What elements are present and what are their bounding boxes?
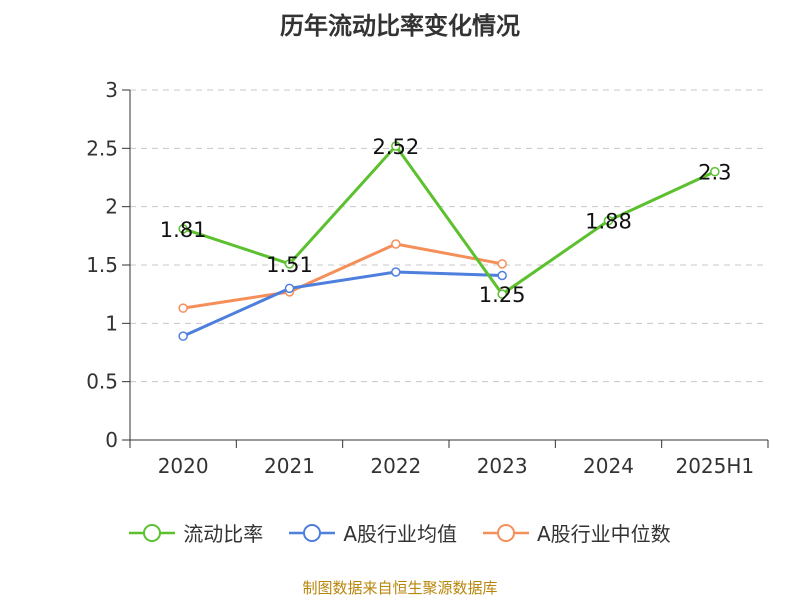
x-tick-label: 2021 (264, 454, 315, 478)
series-line-1 (182, 270, 503, 338)
data-point (178, 331, 188, 341)
data-label: 2.3 (698, 161, 731, 185)
legend-swatch-current-ratio (129, 523, 176, 542)
data-point (391, 267, 401, 277)
x-tick-label: 2024 (583, 454, 634, 478)
data-point (710, 166, 720, 177)
data-label: 1.25 (479, 283, 526, 307)
data-point (497, 270, 507, 281)
y-tick-label: 0 (105, 428, 118, 452)
y-tick-label: 1.5 (86, 253, 118, 277)
legend-item-current-ratio[interactable]: 流动比率 (129, 518, 263, 547)
x-tick-label: 2020 (158, 454, 209, 478)
legend-label-industry-median: A股行业中位数 (537, 522, 671, 546)
data-point (178, 303, 188, 313)
legend-item-industry-mean[interactable]: A股行业均值 (289, 518, 457, 547)
data-label: 1.51 (266, 253, 313, 277)
series-line-0 (182, 144, 716, 296)
source-note: 制图数据来自恒生聚源数据库 (302, 579, 498, 597)
data-label: 1.81 (160, 218, 207, 242)
data-point (497, 259, 507, 269)
chart-title: 历年流动比率变化情况 (280, 12, 520, 40)
legend-swatch-industry-mean (289, 523, 336, 542)
y-tick-label: 3 (105, 78, 118, 102)
data-point (391, 239, 401, 249)
legend-swatch-industry-median (483, 523, 529, 542)
data-point (284, 259, 295, 269)
data-point (497, 289, 507, 299)
legend-item-industry-median[interactable]: A股行业中位数 (483, 518, 671, 547)
data-point (178, 224, 188, 234)
data-point (391, 141, 401, 151)
data-label: 2.52 (372, 135, 419, 159)
data-point (603, 215, 614, 226)
x-tick-label: 2022 (370, 454, 421, 478)
y-tick-label: 2.5 (86, 136, 118, 160)
legend: 流动比率 A股行业均值 A股行业中位数 (0, 518, 800, 547)
series-line-2 (182, 242, 503, 310)
y-tick-label: 1 (105, 311, 118, 335)
x-tick-label: 2025H1 (675, 454, 754, 478)
x-tick-label: 2023 (477, 454, 528, 478)
data-label: 1.88 (585, 210, 632, 234)
y-tick-label: 0.5 (86, 370, 118, 394)
data-point (284, 283, 295, 294)
legend-label-industry-mean: A股行业均值 (343, 522, 457, 546)
legend-label-current-ratio: 流动比率 (183, 522, 264, 546)
y-tick-label: 2 (105, 195, 118, 219)
